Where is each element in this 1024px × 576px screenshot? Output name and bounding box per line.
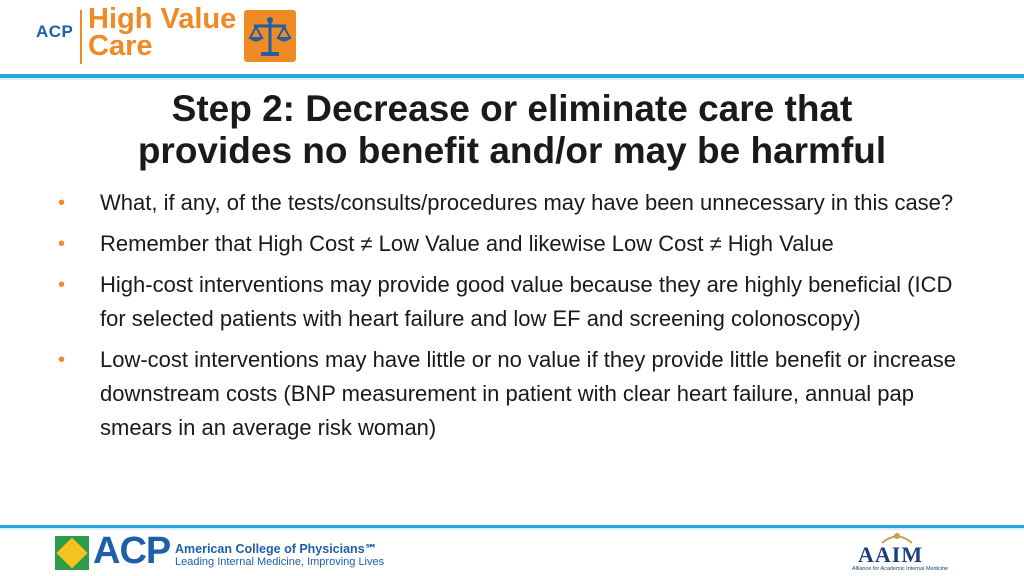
bullet-icon: • (58, 233, 66, 255)
bullet-icon: • (58, 349, 66, 371)
slide-title: Step 2: Decrease or eliminate care that … (60, 88, 964, 172)
acp-letters: ACP (93, 530, 171, 572)
logo-line-2: Care (88, 30, 153, 62)
bullet-text: Remember that High Cost ≠ Low Value and … (100, 231, 834, 256)
logo-line-1: High Value (88, 3, 237, 35)
title-line-1: Step 2: Decrease or eliminate care that (171, 88, 853, 129)
high-value-care-logo: ACP High Value Care (36, 3, 306, 68)
header-rule (0, 74, 1024, 78)
aaim-tagline: Alliance for Academic Internal Medicine (852, 566, 948, 572)
bullet-list: • What, if any, of the tests/consults/pro… (56, 186, 976, 452)
footer-rule-shadow (0, 528, 1024, 530)
acp-tagline: Leading Internal Medicine, Improving Liv… (175, 556, 385, 568)
logo-acp-text: ACP (36, 22, 74, 41)
logo-divider (80, 10, 82, 64)
aaim-letters: AAIM (858, 542, 924, 567)
logo-title: High Value Care (88, 3, 237, 62)
acp-emblem-icon (55, 536, 89, 570)
bullet-item: • High-cost interventions may provide goo… (56, 268, 976, 336)
scales-icon (244, 10, 296, 62)
bullet-icon: • (58, 192, 66, 214)
aaim-emblem-icon (881, 533, 913, 544)
bullet-item: • Remember that High Cost ≠ Low Value and… (56, 227, 976, 261)
aaim-logo: AAIM Alliance for Academic Internal Medi… (852, 532, 948, 574)
bullet-item: • What, if any, of the tests/consults/pro… (56, 186, 976, 220)
acp-name: American College of Physicians℠ (175, 542, 378, 556)
footer-rule (0, 525, 1024, 528)
bullet-item: • Low-cost interventions may have little … (56, 343, 976, 445)
acp-footer-logo: ACP American College of Physicians℠ Lead… (55, 530, 385, 572)
bullet-text: Low-cost interventions may have little o… (100, 347, 956, 440)
header-rule-shadow (0, 78, 1024, 80)
bullet-icon: • (58, 274, 66, 296)
bullet-text: What, if any, of the tests/consults/proc… (100, 190, 954, 215)
bullet-text: High-cost interventions may provide good… (100, 272, 953, 331)
title-line-2: provides no benefit and/or may be harmfu… (137, 130, 887, 171)
